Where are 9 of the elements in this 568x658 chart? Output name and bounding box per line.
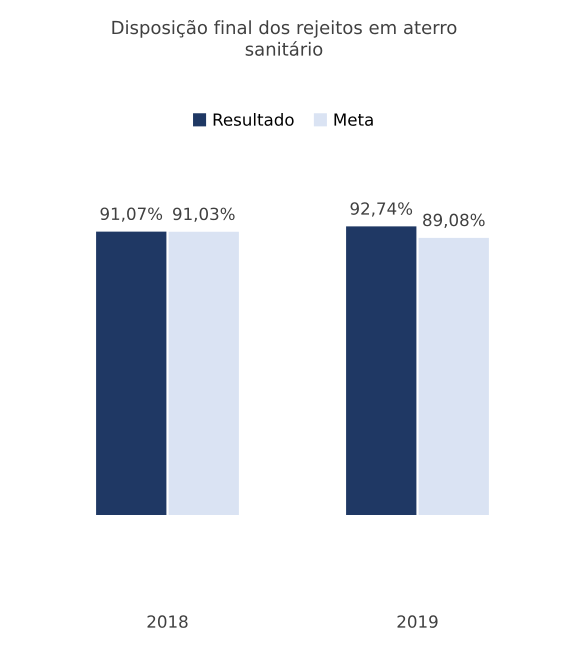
chart-title: Disposição final dos rejeitos em aterro sanitário bbox=[112, 20, 456, 56]
x-tick-label: 2018 bbox=[148, 615, 188, 628]
legend-label: Meta bbox=[334, 114, 373, 126]
data-label: 91,03% bbox=[173, 208, 235, 222]
data-label: 91,07% bbox=[100, 207, 162, 222]
legend-label: Resultado bbox=[214, 113, 294, 126]
data-label: 89,08% bbox=[423, 214, 485, 228]
x-tick-label: 2019 bbox=[398, 615, 438, 628]
data-label: 92,74% bbox=[350, 202, 412, 217]
